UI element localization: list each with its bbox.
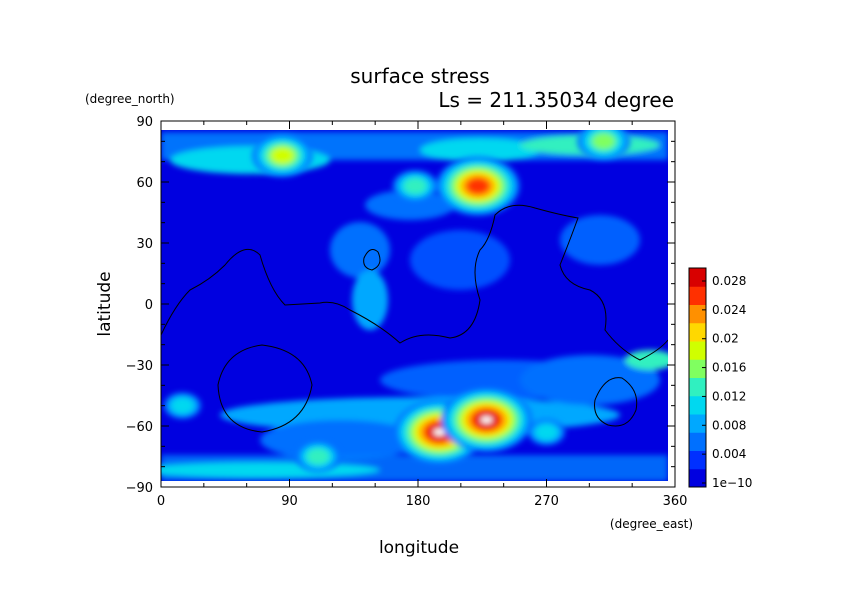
colorbar-segment: [689, 268, 706, 287]
hotspot-level: [535, 424, 558, 440]
colorbar-tick-label: 1e−10: [712, 476, 752, 490]
hotspot-level: [466, 178, 490, 194]
hotspot-level: [307, 448, 330, 465]
colorbar: 0.028 0.024 0.02 0.016 0.012 0.008 0.004 1e−10: [688, 267, 752, 490]
x-tick-label: 180: [406, 494, 431, 509]
colorbar-segment: [689, 286, 706, 305]
contour-island: [363, 249, 381, 271]
hotspots: [163, 130, 631, 473]
colorbar-segment: [689, 395, 706, 415]
colorbar-frame: [688, 267, 707, 488]
colorbar-segment: [689, 468, 706, 488]
hotspot-level: [171, 397, 194, 414]
y-axis-label: latitude: [95, 271, 115, 336]
hotspot-level: [404, 178, 427, 194]
mid-feature: [560, 215, 640, 265]
heatmap-field: [161, 130, 668, 481]
south-band: [161, 462, 380, 478]
crater-contour: [594, 377, 638, 427]
x-unit-label: (degree_east): [610, 517, 693, 531]
x-tick-label: 0: [157, 494, 165, 509]
colorbar-segment: [689, 414, 706, 433]
y-axis: 90 60 30 0 −30 −60 −90: [126, 115, 675, 496]
mid-feature: [365, 190, 455, 220]
colorbar-segment: [689, 341, 706, 360]
y-tick-label: 30: [136, 237, 153, 252]
x-tick-label: 270: [534, 494, 559, 509]
north-band-feature: [420, 138, 540, 162]
colorbar-tick-label: 0.012: [712, 389, 746, 403]
chart-title: surface stress: [350, 64, 489, 88]
x-tick-label: 90: [281, 494, 298, 509]
mid-feature: [330, 222, 390, 278]
y-tick-label: −30: [126, 359, 153, 374]
y-tick-label: −60: [126, 420, 153, 435]
colorbar-tick-label: 0.024: [712, 303, 746, 317]
colorbar-segment: [689, 322, 706, 342]
colorbar-segment: [689, 377, 706, 397]
hotspot-peak: [480, 416, 493, 424]
y-tick-label: 0: [145, 298, 153, 313]
continent-contour: [161, 204, 668, 361]
hotspot-peak: [433, 428, 446, 436]
y-tick-label: 60: [136, 176, 153, 191]
colorbar-tick-label: 0.02: [712, 332, 739, 346]
hotspot-level: [271, 147, 294, 164]
y-unit-label: (degree_north): [85, 92, 175, 106]
south-band: [520, 355, 660, 405]
colorbar-segment: [689, 450, 706, 470]
topography-contours: [161, 204, 668, 433]
x-axis: 0 90 180 270 360: [157, 121, 688, 509]
chart-subtitle: Ls = 211.35034 degree: [438, 88, 674, 112]
colorbar-tick-label: 0.008: [712, 418, 746, 432]
mid-feature: [352, 270, 388, 330]
y-tick-label: 90: [136, 115, 153, 130]
mid-feature: [410, 230, 510, 290]
colorbar-segment: [689, 304, 706, 324]
colorbar-tick-label: 0.004: [712, 447, 746, 461]
x-axis-label: longitude: [379, 538, 459, 558]
south-band: [625, 350, 668, 370]
y-tick-label: −90: [126, 481, 153, 496]
colorbar-tick-label: 0.016: [712, 361, 746, 375]
hotspot-level: [592, 133, 615, 150]
colorbar-tick-label: 0.028: [712, 274, 746, 288]
x-tick-label: 360: [663, 494, 688, 509]
colorbar-segment: [689, 432, 706, 451]
colorbar-segment: [689, 359, 706, 378]
crater-contour: [217, 344, 313, 433]
